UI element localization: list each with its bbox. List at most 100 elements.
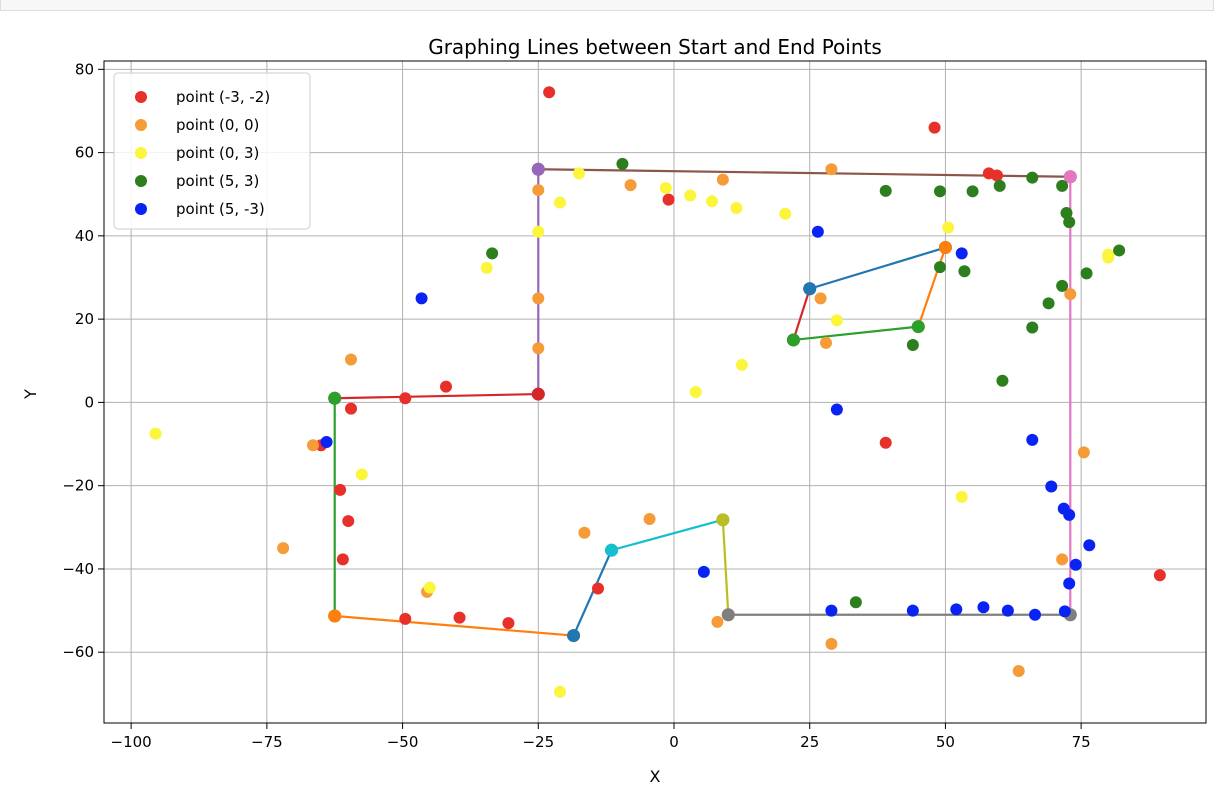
scatter-point [830,403,843,416]
scatter-point [991,169,1003,182]
legend-label: point (5, -3) [176,200,265,218]
scatter-point [689,386,702,398]
scatter-point [942,221,955,234]
scatter-point [486,247,499,260]
legend-marker [135,175,147,187]
scatter-point [716,173,729,186]
connector-line [793,325,919,342]
y-tick-label: −40 [62,560,94,578]
scatter-point [1080,267,1093,280]
scatter-point [697,565,710,578]
scatter-point [993,179,1006,192]
x-tick-label: −100 [111,733,152,751]
line-endpoint [716,513,730,527]
y-tick-label: 80 [75,60,94,78]
y-tick-label: 60 [75,144,94,162]
line-endpoint [938,241,952,255]
scatter-point [1056,553,1069,566]
line-endpoint [531,387,545,401]
scatter-point [320,435,333,448]
scatter-point [1026,321,1039,334]
legend-label: point (0, 3) [176,144,259,162]
scatter-point [1060,206,1073,219]
legend-label: point (5, 3) [176,172,259,190]
scatter-point [659,181,672,194]
scatter-point [399,392,412,405]
scatter-point [906,338,919,351]
line-endpoint [605,543,619,557]
scatter-point [532,184,545,197]
scatter-point [934,185,946,198]
scatter-point [1001,604,1014,617]
line-endpoint [911,320,925,334]
connector-line [538,168,1071,178]
scatter-point [1063,577,1076,590]
scatter-point [958,265,971,278]
connector-line [611,518,724,552]
scatter-point [399,612,412,625]
plot-frame [103,60,1207,724]
scatter-point [355,468,368,481]
scatter-point [825,163,838,176]
y-tick-label: 0 [84,393,94,411]
scatter-point [1102,251,1115,264]
y-axis-label: Y [21,389,40,400]
scatter-point [1045,480,1058,493]
scatter-point [502,617,515,630]
scatter-point [928,121,941,134]
scatter-point [616,157,629,170]
x-tick-label: 25 [800,733,819,751]
scatter-point [1064,288,1077,301]
scatter-point [684,189,697,202]
scatter-point [423,581,436,594]
scatter-point [955,247,968,260]
scatter-point [735,358,748,371]
scatter-point [1026,171,1039,184]
scatter-point [977,601,990,614]
scatter-point [996,374,1009,387]
scatter-point [814,292,827,305]
scatter-point [849,596,862,609]
connector-lines [328,162,1077,643]
scatter-point [1056,179,1069,192]
axis-ticks: −100 −75 −50 −25 0 25 50 75 −60 −40 −20 0 20 40 60 80 [62,60,1090,751]
scatter-point [879,436,892,449]
scatter-point [950,603,963,616]
scatter-point [1056,279,1069,292]
line-endpoint [786,333,800,347]
line-endpoint [721,608,735,622]
scatter-point [1012,664,1025,677]
scatter-point [820,336,832,349]
legend-marker [135,91,147,103]
legend-label: point (-3, -2) [176,88,270,106]
connector-line [334,392,539,400]
scatter-point [554,196,566,209]
scatter-point [1077,446,1090,459]
scatter-point [440,380,452,393]
x-axis-label: X [650,767,661,786]
scatter-point [345,402,357,415]
scatter-point [480,261,493,274]
x-tick-label: −50 [387,733,419,751]
scatter-points [149,86,1166,698]
scatter-point [825,604,838,617]
scatter-point [779,207,792,220]
scatter-point [334,483,347,496]
legend-marker [135,203,147,215]
connector-line [572,549,613,637]
line-endpoint [328,609,342,623]
x-tick-label: 50 [936,733,955,751]
scatter-point [554,685,566,698]
scatter-point [730,201,743,214]
scatter-point [149,427,162,440]
legend-marker [135,119,147,131]
connector-line [792,288,811,341]
scatter-point [811,225,824,238]
scatter-point [532,225,545,238]
scatter-point [1063,216,1076,229]
scatter-point [532,342,545,355]
connector-line [334,614,574,637]
line-endpoint [1063,170,1077,184]
scatter-point [906,604,919,617]
